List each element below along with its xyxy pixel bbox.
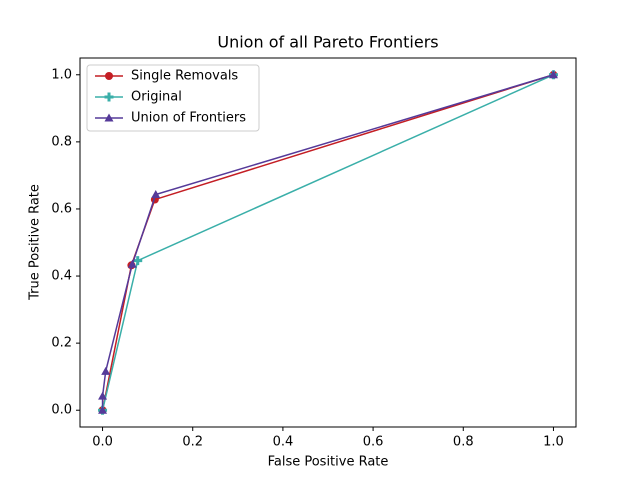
x-tick-label: 1.0 xyxy=(543,435,564,450)
chart-title: Union of all Pareto Frontiers xyxy=(217,33,438,52)
plot-frame xyxy=(79,57,577,428)
marker xyxy=(548,70,558,79)
y-tick-label: 0.2 xyxy=(51,336,72,351)
y-tick-label: 0.0 xyxy=(51,403,72,418)
x-tick-label: 0.4 xyxy=(273,435,294,450)
marker xyxy=(98,405,108,414)
legend-marker xyxy=(104,92,114,102)
legend-marker xyxy=(104,113,114,122)
x-tick-label: 0.2 xyxy=(182,435,203,450)
marker xyxy=(101,366,111,375)
x-axis-label: False Positive Rate xyxy=(268,455,389,470)
marker xyxy=(151,190,161,199)
y-tick-label: 0.6 xyxy=(51,201,72,216)
marker xyxy=(127,259,137,268)
x-tick-label: 0.6 xyxy=(363,435,384,450)
y-axis-label: True Positive Rate xyxy=(28,184,43,301)
legend-label: Union of Frontiers xyxy=(131,111,246,126)
legend-box xyxy=(86,64,260,132)
y-tick-label: 0.4 xyxy=(51,269,72,284)
marker xyxy=(133,256,143,266)
marker xyxy=(98,391,108,400)
y-tick-label: 1.0 xyxy=(51,67,72,82)
x-tick-label: 0.0 xyxy=(92,435,113,450)
legend-label: Original xyxy=(131,90,182,105)
legend-marker xyxy=(105,72,113,80)
x-tick-label: 0.8 xyxy=(453,435,474,450)
y-tick-label: 0.8 xyxy=(51,134,72,149)
legend-label: Single Removals xyxy=(131,69,238,84)
